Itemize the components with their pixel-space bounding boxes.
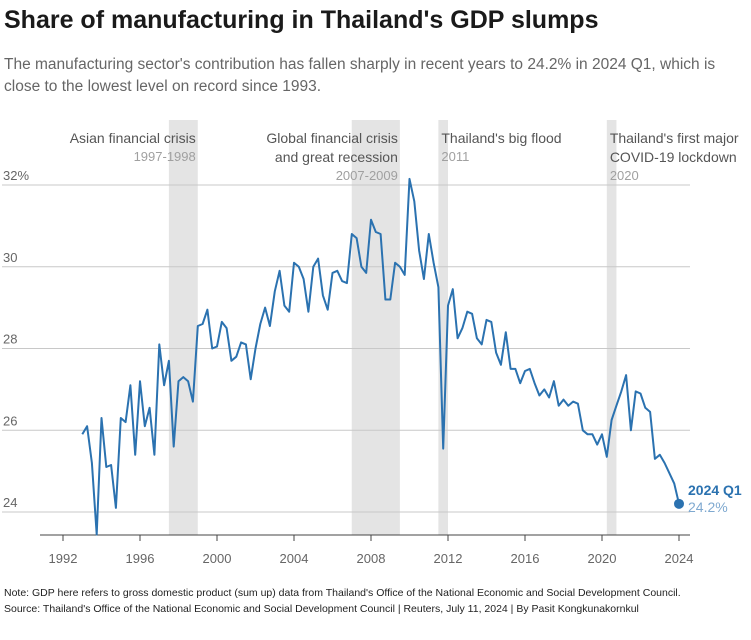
event-label: Global financial crisis	[266, 130, 398, 146]
note-text: Note: GDP here refers to gross domestic …	[4, 587, 681, 599]
event-label: Asian financial crisis	[70, 130, 196, 146]
x-tick-label: 2004	[280, 551, 309, 566]
gridlines	[2, 184, 690, 513]
x-tick-label: 2024	[665, 551, 694, 566]
y-tick-label: 26	[3, 413, 17, 428]
x-tick-label: 1992	[49, 551, 78, 566]
chart-subtitle: The manufacturing sector's contribution …	[4, 56, 716, 95]
line-chart: Asian financial crisis 1997-1998 Global fi…	[2, 120, 742, 566]
event-band	[168, 120, 198, 535]
event-band	[351, 120, 400, 535]
series-line	[81, 177, 680, 536]
event-period: 2020	[610, 168, 639, 183]
event-label-line2: COVID-19 lockdown	[610, 149, 737, 165]
y-tick-label: 30	[3, 250, 17, 265]
x-axis: 1992 1996 2000 2004 2008 2012 2016 2020 2024	[40, 534, 694, 566]
y-tick-label: 24	[3, 495, 17, 510]
last-point-dot	[674, 498, 684, 509]
x-tick-label: 2016	[511, 551, 540, 566]
chart-title: Share of manufacturing in Thailand's GDP…	[4, 6, 599, 34]
x-tick-label: 1996	[126, 551, 155, 566]
event-labels: Asian financial crisis 1997-1998 Global fi…	[70, 130, 739, 183]
last-point-value: 24.2%	[688, 499, 728, 515]
event-label-line2: and great recession	[275, 149, 398, 165]
footnotes: Note: GDP here refers to gross domestic …	[4, 587, 744, 616]
last-point-label: 2024 Q1	[688, 482, 742, 498]
event-period: 2007-2009	[336, 168, 398, 183]
y-axis-labels: 32% 30 28 26 24	[3, 168, 29, 510]
x-tick-label: 2000	[203, 551, 232, 566]
y-tick-label: 28	[3, 332, 17, 347]
event-period: 1997-1998	[134, 149, 196, 164]
x-tick-label: 2020	[588, 551, 617, 566]
event-label: Thailand's big flood	[441, 130, 561, 146]
x-tick-label: 2012	[434, 551, 463, 566]
y-tick-label: 32%	[3, 168, 29, 183]
source-text: Source: Thailand's Office of the Nationa…	[4, 602, 639, 615]
event-period: 2011	[441, 149, 469, 164]
event-band	[438, 120, 448, 535]
series-layer	[81, 177, 680, 536]
event-label: Thailand's first major	[610, 130, 739, 146]
x-tick-label: 2008	[357, 551, 386, 566]
event-bands	[168, 120, 617, 535]
event-band	[606, 120, 617, 535]
